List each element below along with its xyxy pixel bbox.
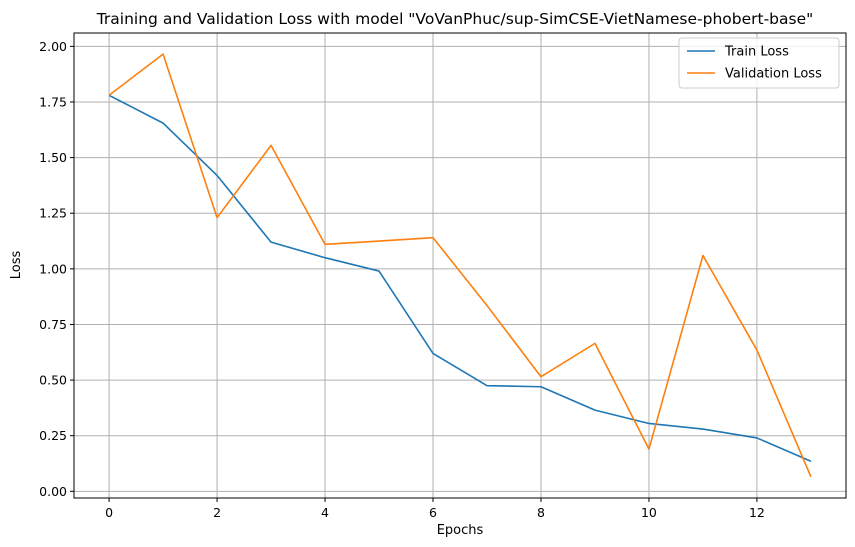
y-tick-label: 0.00 [39, 484, 67, 499]
y-tick-label: 1.25 [39, 206, 67, 221]
y-tick-label: 1.50 [39, 150, 67, 165]
y-tick-label: 2.00 [39, 39, 67, 54]
y-tick-label: 1.75 [39, 94, 67, 109]
series-line-0 [108, 94, 812, 463]
grid [74, 33, 846, 498]
plot-frame [73, 32, 847, 499]
chart-title: Training and Validation Loss with model … [96, 10, 814, 28]
x-tick-label: 0 [105, 505, 113, 520]
y-axis: 0.00 0.25 0.50 0.75 1.00 1.25 1.50 1.75 2.00 [39, 39, 74, 499]
y-tick-label: 0.50 [39, 373, 67, 388]
x-axis-label: Epochs [437, 523, 484, 538]
y-tick-label: 0.25 [39, 428, 67, 443]
x-tick-label: 2 [213, 505, 221, 520]
x-tick-label: 10 [641, 505, 657, 520]
x-tick-label: 4 [321, 505, 329, 520]
x-tick-label: 8 [537, 505, 545, 520]
series-line-1 [108, 53, 812, 478]
legend: Train Loss Validation Loss [678, 37, 840, 89]
legend-box [678, 37, 840, 89]
y-tick-label: 1.00 [39, 261, 67, 276]
x-axis: 0 2 4 6 8 10 12 [105, 498, 765, 520]
y-axis-label: Loss [9, 251, 24, 280]
y-tick-label: 0.75 [39, 317, 67, 332]
series-lines [108, 53, 812, 478]
legend-label: Validation Loss [725, 67, 822, 82]
x-tick-label: 12 [749, 505, 765, 520]
legend-label: Train Loss [724, 45, 789, 60]
x-tick-label: 6 [429, 505, 437, 520]
